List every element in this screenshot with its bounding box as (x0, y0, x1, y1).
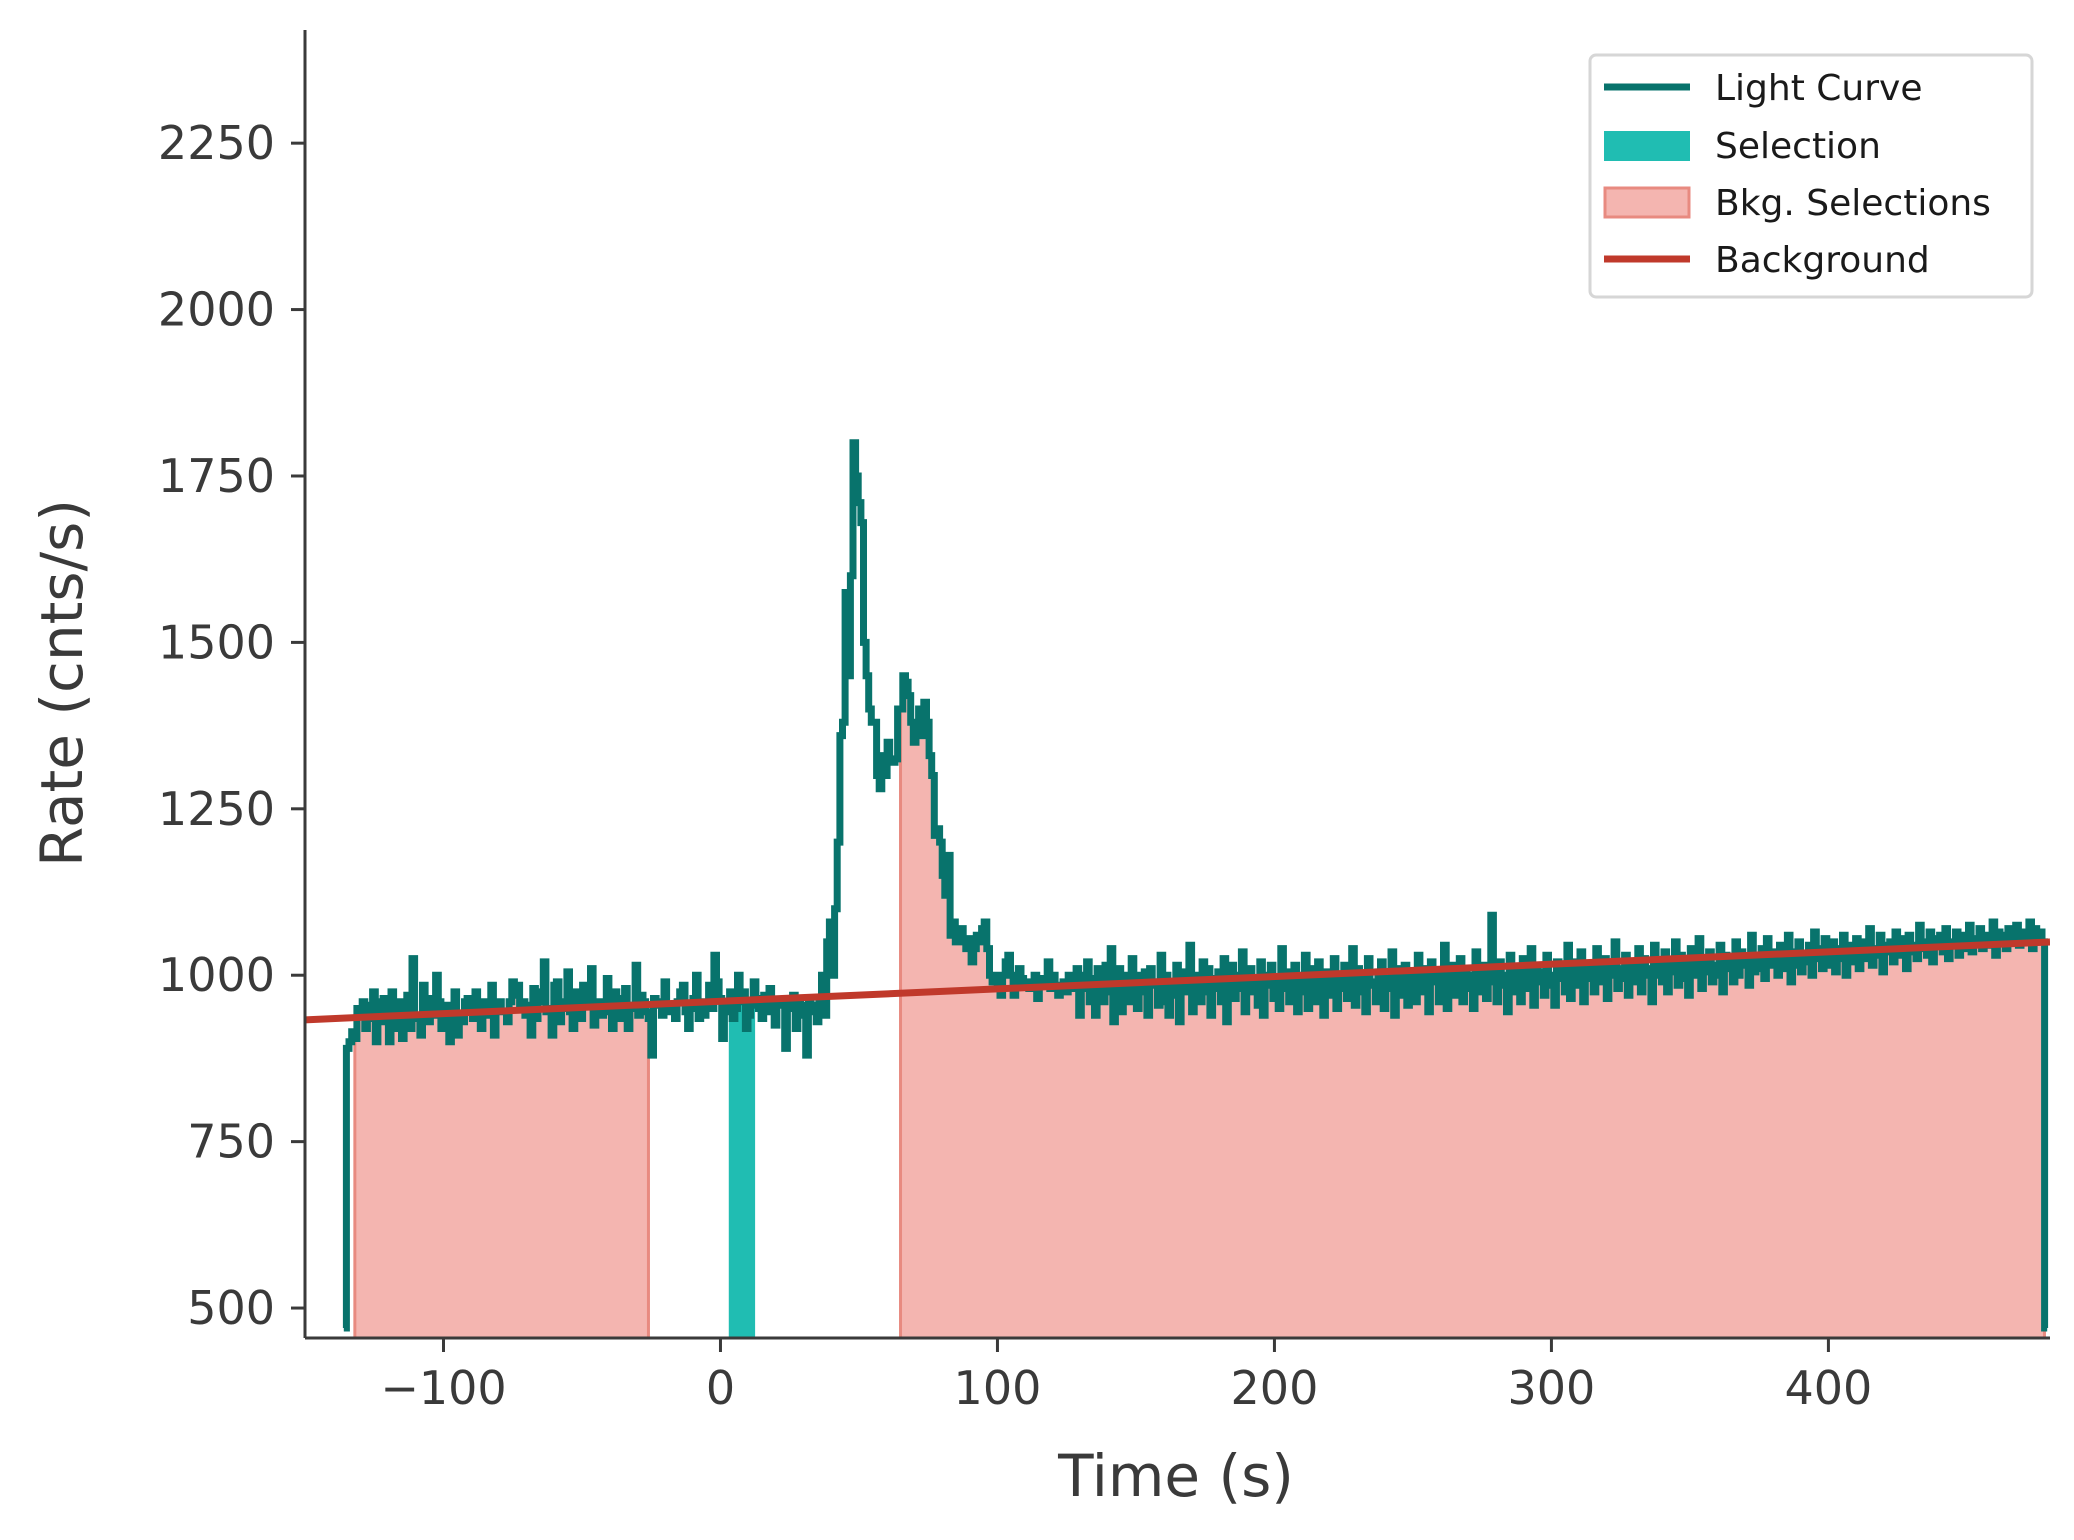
x-tick-label: 0 (706, 1361, 735, 1415)
y-tick-label: 1000 (158, 948, 275, 1002)
x-tick-label: −100 (380, 1361, 506, 1415)
legend-label-selection: Selection (1715, 126, 1881, 167)
y-axis-title: Rate (cnts/s) (28, 499, 96, 867)
legend-swatch-selection (1604, 131, 1690, 161)
light-curve-line (342, 439, 2049, 1332)
x-tick-label: 300 (1508, 1361, 1596, 1415)
x-tick-label: 400 (1785, 1361, 1873, 1415)
legend-frame (1588, 53, 2034, 299)
y-tick-label: 1750 (158, 449, 275, 503)
y-tick-label: 2250 (158, 116, 275, 170)
x-tick-label: 100 (954, 1361, 1042, 1415)
y-tick-label: 500 (187, 1281, 275, 1335)
legend-label-light-curve: Light Curve (1715, 68, 1923, 109)
legend-label-background: Background (1715, 240, 1930, 281)
x-tick-label: 200 (1231, 1361, 1319, 1415)
legend: Light Curve Selection Bkg. Selections Ba… (1588, 53, 2034, 299)
background-fit-line (305, 938, 2050, 1024)
selection-region (728, 442, 756, 1338)
bkg-selection-region-1 (354, 442, 649, 1338)
legend-swatch-bkg-selections (1603, 186, 1691, 219)
y-tick-label: 1250 (158, 782, 275, 836)
x-axis-title: Time (s) (1057, 1442, 1294, 1510)
y-tick-label: 1500 (158, 615, 275, 669)
legend-label-bkg-selections: Bkg. Selections (1715, 183, 1991, 224)
y-tick-label: 2000 (158, 283, 275, 337)
y-tick-label: 750 (187, 1115, 275, 1169)
